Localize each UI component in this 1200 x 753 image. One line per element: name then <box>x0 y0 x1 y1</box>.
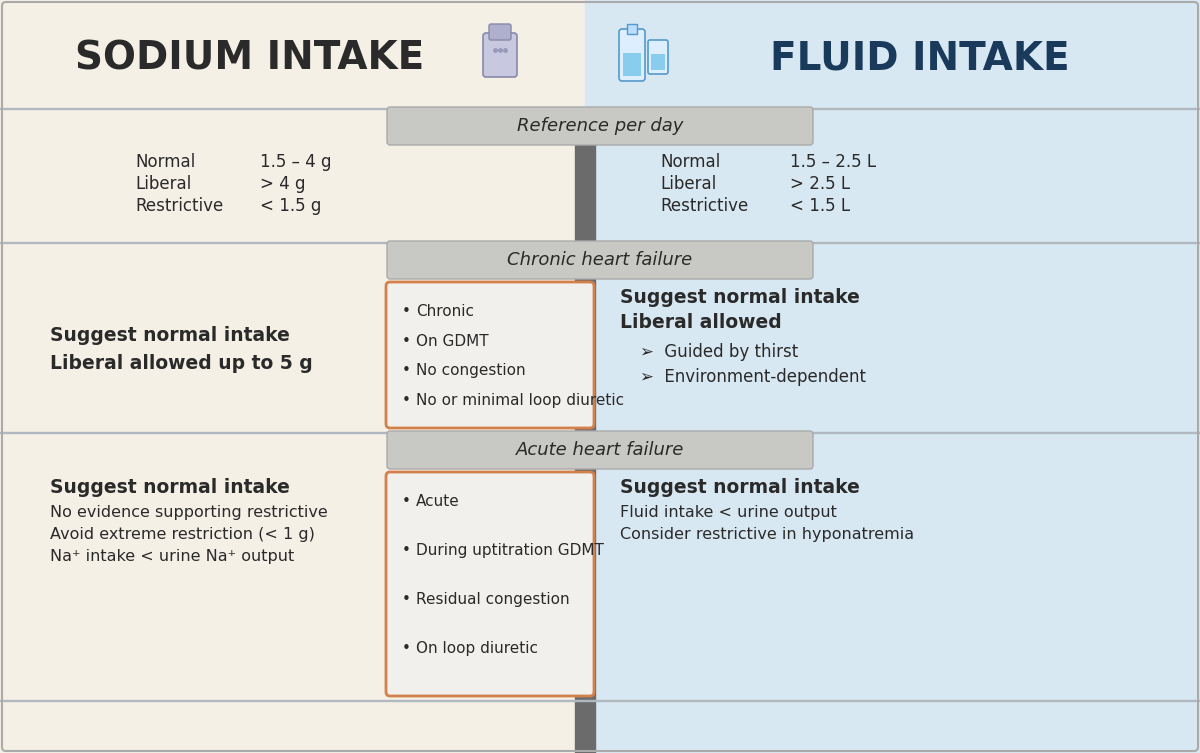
Text: Fluid intake < urine output: Fluid intake < urine output <box>620 505 836 520</box>
Text: •: • <box>402 494 410 509</box>
Text: Normal: Normal <box>134 153 196 171</box>
Text: •: • <box>402 641 410 656</box>
Text: < 1.5 g: < 1.5 g <box>260 197 322 215</box>
Text: •: • <box>402 363 410 378</box>
Text: During uptitration GDMT: During uptitration GDMT <box>416 543 604 558</box>
Text: Residual congestion: Residual congestion <box>416 592 570 607</box>
Text: Avoid extreme restriction (< 1 g): Avoid extreme restriction (< 1 g) <box>50 527 314 542</box>
Text: Restrictive: Restrictive <box>660 197 749 215</box>
Text: No or minimal loop diuretic: No or minimal loop diuretic <box>416 392 624 407</box>
FancyBboxPatch shape <box>386 431 814 469</box>
Text: ➢  Guided by thirst: ➢ Guided by thirst <box>640 343 798 361</box>
Text: Suggest normal intake: Suggest normal intake <box>620 478 860 497</box>
Text: •: • <box>402 334 410 349</box>
Text: •: • <box>402 304 410 319</box>
Bar <box>575 108 595 753</box>
Text: > 2.5 L: > 2.5 L <box>790 175 850 193</box>
Bar <box>628 24 637 34</box>
Text: Liberal allowed up to 5 g: Liberal allowed up to 5 g <box>50 353 313 373</box>
Text: SODIUM INTAKE: SODIUM INTAKE <box>76 39 425 77</box>
Text: Liberal: Liberal <box>134 175 191 193</box>
Text: Suggest normal intake: Suggest normal intake <box>50 325 290 345</box>
Text: 1.5 – 2.5 L: 1.5 – 2.5 L <box>790 153 876 171</box>
Text: Reference per day: Reference per day <box>517 117 683 135</box>
FancyBboxPatch shape <box>648 40 668 74</box>
Bar <box>623 53 641 76</box>
FancyBboxPatch shape <box>386 472 594 696</box>
Text: FLUID INTAKE: FLUID INTAKE <box>770 39 1070 77</box>
Text: Acute heart failure: Acute heart failure <box>516 441 684 459</box>
Bar <box>0 0 586 753</box>
Text: Chronic heart failure: Chronic heart failure <box>508 251 692 269</box>
Text: Acute: Acute <box>416 494 460 509</box>
Bar <box>0 242 1200 243</box>
Text: Suggest normal intake: Suggest normal intake <box>50 478 290 497</box>
FancyBboxPatch shape <box>619 29 646 81</box>
Bar <box>0 700 1200 701</box>
FancyBboxPatch shape <box>386 107 814 145</box>
Text: On GDMT: On GDMT <box>416 334 488 349</box>
Text: ➢  Environment-dependent: ➢ Environment-dependent <box>640 368 866 386</box>
Text: No congestion: No congestion <box>416 363 526 378</box>
Text: Chronic: Chronic <box>416 304 474 319</box>
Bar <box>650 54 665 70</box>
Bar <box>586 0 1200 753</box>
Text: Normal: Normal <box>660 153 720 171</box>
FancyBboxPatch shape <box>386 282 594 428</box>
Text: Suggest normal intake: Suggest normal intake <box>620 288 860 307</box>
Text: •: • <box>402 592 410 607</box>
Text: Restrictive: Restrictive <box>134 197 223 215</box>
Text: No evidence supporting restrictive: No evidence supporting restrictive <box>50 505 328 520</box>
Text: Liberal: Liberal <box>660 175 716 193</box>
Text: Liberal allowed: Liberal allowed <box>620 313 781 332</box>
FancyBboxPatch shape <box>490 24 511 40</box>
Text: 1.5 – 4 g: 1.5 – 4 g <box>260 153 331 171</box>
FancyBboxPatch shape <box>482 33 517 77</box>
Text: > 4 g: > 4 g <box>260 175 306 193</box>
Text: On loop diuretic: On loop diuretic <box>416 641 538 656</box>
Text: •: • <box>402 543 410 558</box>
FancyBboxPatch shape <box>386 241 814 279</box>
Text: Consider restrictive in hyponatremia: Consider restrictive in hyponatremia <box>620 527 914 542</box>
Bar <box>0 432 1200 433</box>
Text: •: • <box>402 392 410 407</box>
Text: Na⁺ intake < urine Na⁺ output: Na⁺ intake < urine Na⁺ output <box>50 549 294 564</box>
Text: < 1.5 L: < 1.5 L <box>790 197 850 215</box>
Bar <box>0 108 1200 109</box>
